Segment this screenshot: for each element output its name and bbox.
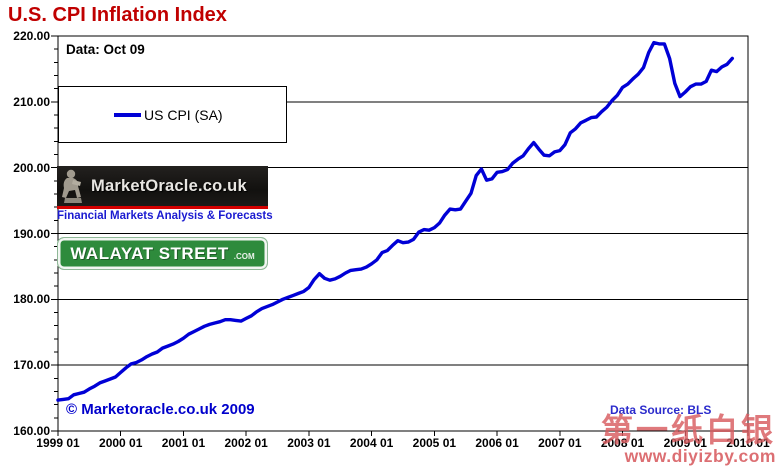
y-tick-label: 200.00 <box>13 160 50 175</box>
x-tick-label: 2004 01 <box>349 436 394 450</box>
walayat-street-name: WALAYAT STREET <box>70 243 229 263</box>
legend-box: US CPI (SA) <box>58 86 287 143</box>
y-tick-label: 160.00 <box>13 424 50 438</box>
x-tick-label: 2010 01 <box>726 436 770 450</box>
page-title: U.S. CPI Inflation Index <box>8 4 227 26</box>
x-tick-label: 2006 01 <box>475 436 519 450</box>
legend-line-swatch <box>114 112 141 117</box>
walayat-street-sign: WALAYAT STREET .COM <box>57 237 268 270</box>
x-tick-label: 2000 01 <box>99 436 143 450</box>
x-tick-label: 2007 01 <box>538 436 582 450</box>
y-tick-label: 170.00 <box>13 358 50 373</box>
copyright-text: © Marketoracle.co.uk 2009 <box>66 401 255 418</box>
legend-label: US CPI (SA) <box>144 106 223 123</box>
y-tick-label: 220.00 <box>13 29 50 43</box>
marketoracle-banner: MarketOracle.co.uk <box>57 166 268 206</box>
y-tick-label: 190.00 <box>13 226 50 241</box>
walayat-street-suffix: .COM <box>233 252 255 261</box>
y-tick-label: 180.00 <box>13 292 50 307</box>
y-tick-label: 210.00 <box>13 94 50 109</box>
data-source-text: Data Source: BLS <box>610 403 712 417</box>
marketoracle-red-divider <box>57 206 268 209</box>
marketoracle-logo: MarketOracle.co.uk Financial Markets Ana… <box>57 166 273 222</box>
x-tick-label: 2003 01 <box>287 436 331 450</box>
x-tick-label: 2005 01 <box>412 436 457 450</box>
x-tick-label: 2008 01 <box>600 436 645 450</box>
thinker-statue-icon <box>62 169 82 203</box>
data-asof-label: Data: Oct 09 <box>66 42 145 57</box>
x-tick-label: 2001 01 <box>161 436 206 450</box>
marketoracle-tagline: Financial Markets Analysis & Forecasts <box>57 210 273 222</box>
x-tick-label: 2009 01 <box>663 436 707 450</box>
x-tick-label: 1999 01 <box>36 436 80 450</box>
x-tick-label: 2002 01 <box>224 436 268 450</box>
marketoracle-name: MarketOracle.co.uk <box>91 176 247 195</box>
